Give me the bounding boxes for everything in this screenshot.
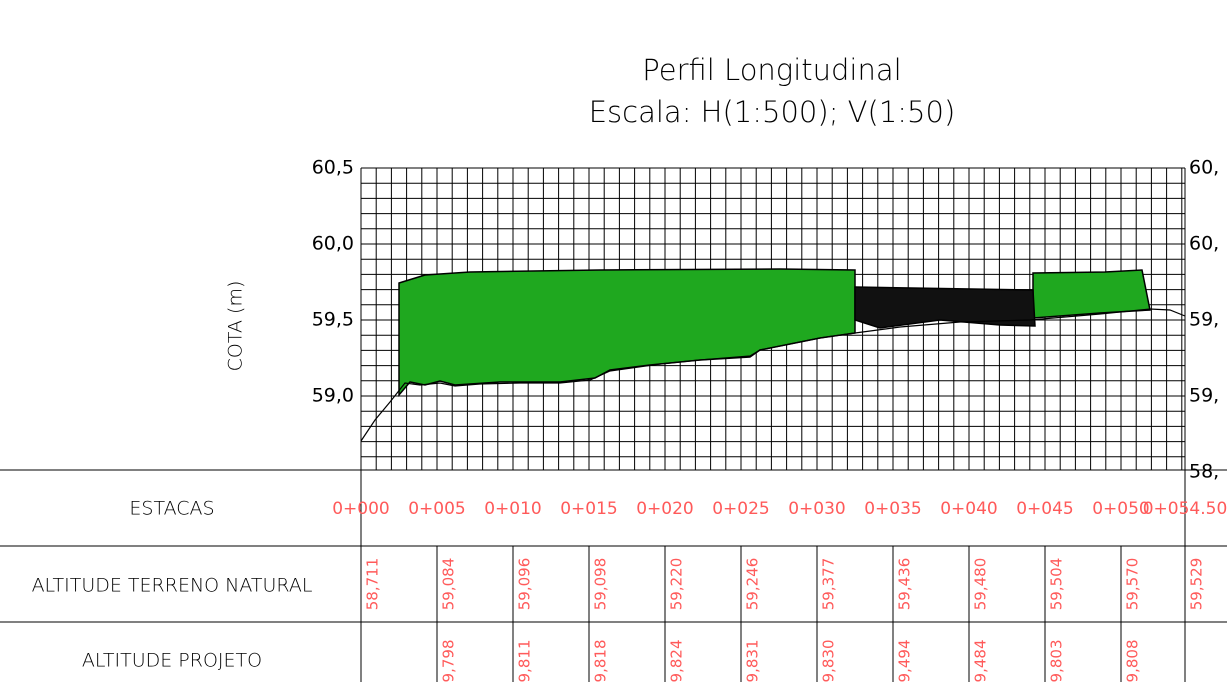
station-label: 0+000: [332, 499, 390, 519]
project-value: 59,494: [896, 640, 914, 682]
cut-area: [854, 286, 1036, 329]
station-label: 0+015: [560, 499, 618, 519]
terrain-value: 59,096: [516, 558, 534, 611]
station-label: 0+005: [408, 499, 466, 519]
y-tick-label: 59,5: [312, 309, 354, 331]
project-value: 59,484: [972, 640, 990, 682]
terrain-line: [360, 308, 1186, 442]
terrain-value: 59,377: [820, 558, 838, 611]
row-label: ESTACAS: [129, 498, 214, 520]
station-label: 0+035: [864, 499, 922, 519]
project-value: 59,808: [1124, 640, 1142, 682]
terrain-value: 59,570: [1124, 558, 1142, 611]
terrain-value: 59,098: [592, 558, 610, 611]
y-tick-label: 60,: [1189, 233, 1219, 255]
project-value: 59,798: [440, 640, 458, 682]
title: Perfil Longitudinal: [642, 53, 901, 87]
y-tick-label: 60,: [1189, 157, 1219, 179]
terrain-value: 59,480: [972, 558, 990, 611]
station-label: 0+054.50: [1143, 499, 1227, 519]
terrain-value: 59,220: [668, 558, 686, 611]
row-label: ALTITUDE TERRENO NATURAL: [32, 575, 313, 597]
terrain-value: 59,084: [440, 558, 458, 611]
station-label: 0+030: [788, 499, 846, 519]
project-value: 59,830: [820, 640, 838, 682]
axis-label: COTA (m): [225, 281, 247, 372]
y-tick-label: 60,5: [312, 157, 354, 179]
y-tick-label: 58,: [1189, 461, 1219, 483]
project-value: 59,824: [668, 640, 686, 682]
terrain-value: 59,529: [1188, 558, 1206, 611]
y-tick-label: 59,0: [312, 385, 354, 407]
table: [0, 469, 1227, 682]
y-tick-label: 59,: [1189, 385, 1219, 407]
project-value: 59,811: [516, 640, 534, 682]
station-label: 0+020: [636, 499, 694, 519]
project-value: 59,818: [592, 640, 610, 682]
station-label: 0+045: [1016, 499, 1074, 519]
station-label: 0+040: [940, 499, 998, 519]
terrain-value: 59,504: [1048, 558, 1066, 611]
y-tick-label: 60,0: [312, 233, 354, 255]
station-label: 0+025: [712, 499, 770, 519]
station-label: 0+010: [484, 499, 542, 519]
terrain-value: 59,246: [744, 558, 762, 611]
terrain-value: 58,711: [364, 558, 382, 611]
project-value: 59,831: [744, 640, 762, 682]
subtitle: Escala: H(1:500); V(1:50): [589, 95, 956, 129]
terrain-value: 59,436: [896, 558, 914, 611]
station-label: 0+050: [1092, 499, 1150, 519]
y-tick-label: 59,: [1189, 309, 1219, 331]
row-label: ALTITUDE PROJETO: [82, 650, 262, 672]
project-value: 59,803: [1048, 640, 1066, 682]
